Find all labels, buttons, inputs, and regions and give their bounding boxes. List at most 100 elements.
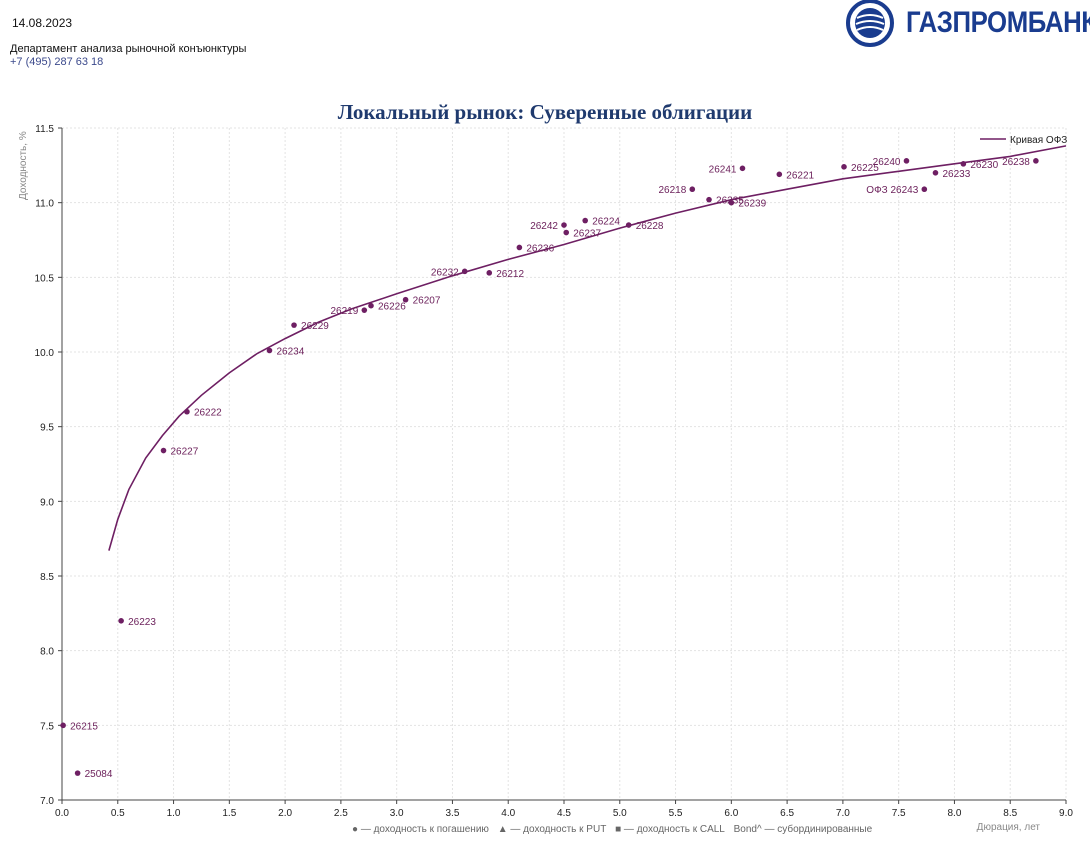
y-tick-label: 7.0	[40, 796, 54, 807]
x-tick-label: 5.5	[669, 808, 683, 819]
x-tick-label: 3.5	[445, 808, 459, 819]
y-tick-label: 8.5	[40, 572, 54, 583]
bond-point-group: 26221	[776, 170, 815, 181]
bond-point-label: 26234	[276, 347, 304, 358]
x-tick-label: 0.5	[111, 808, 125, 819]
bond-point-label: 26242	[530, 221, 558, 232]
y-tick-labels: 7.0 7.5 8.0 8.5 9.0 9.5 10.0 10.5 11.0 11.5	[35, 124, 55, 807]
bond-point-label: 26238	[1002, 157, 1030, 168]
legend-curve-label: Кривая ОФЗ	[1010, 135, 1067, 146]
bond-point	[160, 447, 167, 454]
x-tick-label: 9.0	[1059, 808, 1073, 819]
bond-point-label: 26241	[709, 164, 737, 175]
bond-point-label: 26223	[128, 617, 156, 628]
y-axis-title: Доходность, %	[18, 131, 29, 200]
x-tick-label: 7.0	[836, 808, 850, 819]
bond-point	[60, 722, 66, 729]
bond-point-label: 26227	[171, 447, 199, 458]
x-tick-label: 7.5	[892, 808, 906, 819]
bond-point-label: 26233	[942, 169, 970, 180]
x-tick-label: 1.5	[222, 808, 236, 819]
bond-point-group: ОФЗ 26243	[866, 185, 928, 196]
bond-point-group: 26227	[160, 447, 199, 458]
bond-point-group: 26232	[431, 267, 468, 278]
y-tick-label: 8.0	[40, 647, 54, 658]
bond-point	[402, 296, 409, 303]
bond-point-group: 26238	[1002, 157, 1039, 168]
bond-point-group: 26218	[658, 185, 696, 196]
bond-point-group: 26224	[582, 217, 620, 228]
legend-call: ■ — доходность к CALL	[615, 824, 725, 835]
bond-point-label: 26225	[851, 163, 879, 174]
phone-number: +7 (495) 287 63 18	[10, 56, 104, 68]
bond-point-group: 26225	[841, 163, 879, 174]
bond-point	[960, 161, 967, 167]
bond-point-group: 26239	[728, 199, 767, 210]
x-tick-label: 4.5	[557, 808, 571, 819]
bond-point	[563, 229, 570, 236]
bond-point-label: 26207	[413, 296, 441, 307]
bond-point-label: 26232	[431, 267, 459, 278]
bond-point-group: 26226	[368, 302, 406, 313]
bond-point-label: 26212	[496, 269, 524, 280]
globe-icon	[846, 0, 894, 47]
x-tick-label: 0.0	[55, 808, 69, 819]
y-tick-label: 10.0	[35, 348, 55, 359]
bond-point-group: 26219	[331, 306, 368, 317]
bond-point	[776, 171, 783, 178]
bond-point-label: 26221	[786, 170, 814, 181]
bond-point-group: 26212	[486, 269, 525, 280]
x-tick-label: 8.5	[1003, 808, 1017, 819]
bond-point-group: 26207	[402, 296, 441, 307]
y-tick-label: 9.0	[40, 497, 54, 508]
bond-point	[841, 164, 847, 170]
bond-point-group: 26240	[873, 157, 910, 168]
bond-point	[561, 222, 567, 228]
bond-point	[921, 186, 928, 193]
bond-point-group: 26215	[60, 721, 98, 732]
chart-legend: Кривая ОФЗ	[980, 135, 1067, 146]
bond-point-label: 26236	[526, 243, 554, 254]
x-tick-labels: 0.0 0.5 1.0 1.5 2.0 2.5 3.0 3.5 4.0 4.5 5.0 5.5 6.0 6…	[55, 808, 1073, 819]
bond-point	[516, 244, 523, 251]
x-tick-label: 6.5	[780, 808, 794, 819]
logo-text: ГАЗПРОМБАНК	[906, 6, 1090, 39]
bond-point-label: 26230	[970, 160, 998, 171]
x-tick-label: 8.0	[947, 808, 961, 819]
bond-point-label: 26224	[592, 217, 620, 228]
x-tick-label: 2.5	[334, 808, 348, 819]
bond-point-group: 26233	[932, 169, 971, 180]
bond-point	[291, 322, 297, 328]
bond-point-group: 25084	[74, 769, 113, 780]
bond-point-label: 26229	[301, 321, 329, 332]
x-tick-label: 4.0	[501, 808, 515, 819]
bond-point-label: 26218	[658, 185, 686, 196]
bond-point-label: ОФЗ 26243	[866, 185, 918, 196]
bond-point	[903, 158, 910, 164]
bond-point-label: 26226	[378, 302, 406, 313]
bond-point-group: 26222	[184, 408, 222, 419]
bond-point	[486, 270, 493, 276]
bond-point	[625, 222, 632, 228]
bond-point-group: 26229	[291, 321, 329, 332]
bond-point-group: 26228	[625, 221, 664, 232]
bond-point	[361, 307, 368, 313]
bond-point	[184, 408, 190, 415]
legend-ytm: ● — доходность к погашению	[352, 824, 489, 835]
bond-point-label: 26228	[636, 221, 664, 232]
bond-points: 26215 25084 26223 26227 26222 26234 2622926219…	[60, 157, 1039, 780]
curve-series	[108, 145, 1067, 551]
chart-title: Локальный рынок: Суверенные облигации	[337, 100, 753, 124]
bond-point	[932, 170, 939, 176]
bond-point-group: 26236	[516, 243, 555, 254]
gazprombank-logo: ГАЗПРОМБАНК	[842, 0, 1090, 50]
bond-point-label: 26240	[873, 157, 901, 168]
bond-point-group: 26242	[530, 221, 567, 232]
bond-point	[689, 186, 696, 193]
y-tick-label: 11.0	[35, 199, 54, 210]
y-tick-label: 7.5	[40, 721, 54, 732]
department-name: Департамент анализа рыночной конъюнктуры	[10, 43, 247, 55]
bond-point	[368, 302, 374, 309]
report-date: 14.08.2023	[12, 16, 73, 30]
